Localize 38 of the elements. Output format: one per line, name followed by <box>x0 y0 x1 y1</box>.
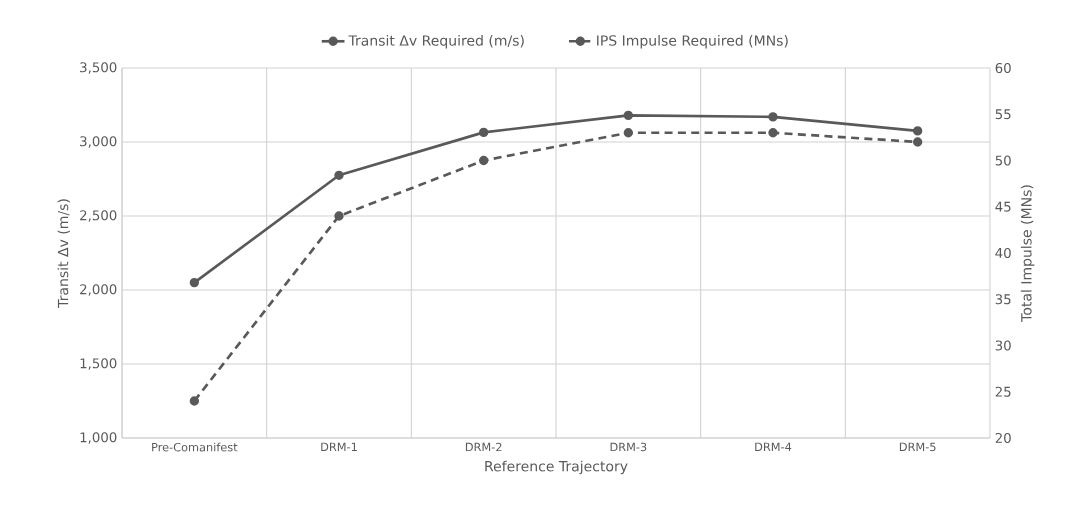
x-tick-label: DRM-1 <box>321 442 357 451</box>
point <box>768 112 778 122</box>
y2-tick-label: 55 <box>995 109 1011 120</box>
y2-tick-label: 45 <box>995 201 1011 212</box>
point <box>189 396 200 406</box>
x-tick-label: DRM-2 <box>465 442 502 452</box>
point <box>478 155 489 166</box>
y2-tick-label: 40 <box>995 247 1011 259</box>
point <box>189 277 200 288</box>
y2-tick-label: 30 <box>995 340 1011 351</box>
y2-tick-label: 20 <box>995 432 1011 444</box>
y-tick-label: 1,500 <box>80 358 117 370</box>
x-tick-label: Pre-Comanifest <box>152 442 238 452</box>
point <box>768 128 778 138</box>
x-axis-title: Reference Trajectory <box>485 460 628 475</box>
x-tick-label: DRM-5 <box>899 442 936 452</box>
y-tick-label: 3,500 <box>80 62 117 74</box>
y-tick-label: 2,500 <box>80 210 117 222</box>
y-tick-label: 3,000 <box>80 136 117 148</box>
y2-tick-label: 25 <box>995 386 1011 397</box>
y-tick-label: 1,000 <box>80 432 117 444</box>
y2-tick-label: 35 <box>995 294 1011 305</box>
point <box>334 211 344 221</box>
point <box>912 126 923 136</box>
y-axis-title: Transit Δv (m/s) <box>57 199 70 308</box>
y2-tick-label: 50 <box>995 155 1011 166</box>
legend-label: IPS Impulse Required (MNs) <box>597 34 788 49</box>
y2-axis-title: Total Impulse (MNs) <box>1020 185 1035 322</box>
y-tick-label: 2,000 <box>80 284 117 296</box>
point <box>478 127 489 138</box>
point <box>623 128 634 138</box>
point <box>623 110 633 121</box>
x-tick-label: DRM-3 <box>610 442 647 452</box>
point <box>334 170 344 180</box>
y2-tick-label: 60 <box>995 62 1011 74</box>
point <box>912 137 923 147</box>
legend-label: Transit Δv Required (m/s) <box>348 34 524 49</box>
x-tick-label: DRM-4 <box>755 442 792 451</box>
